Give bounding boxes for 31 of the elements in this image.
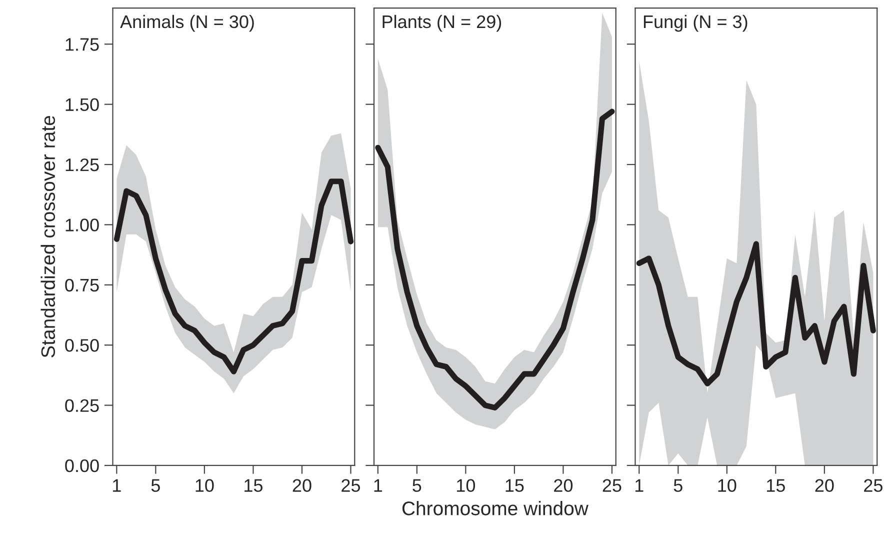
chart-title: Fungi (N = 3) (644, 14, 748, 32)
chart-title: Plants (N = 29) (382, 14, 502, 32)
y-tick-label: 1.25 (66, 158, 99, 172)
x-tick-label: 1 (635, 479, 644, 492)
y-tick-label: 1.50 (66, 98, 99, 112)
y-axis-title: Standardized crossover rate (40, 116, 56, 358)
x-axis-title: Chromosome window (402, 501, 588, 516)
y-tick-label: 1.00 (66, 218, 99, 232)
x-tick-label: 5 (151, 479, 160, 492)
x-tick-label: 5 (674, 479, 682, 492)
chart-title: Animals (N = 30) (120, 14, 254, 32)
x-tick-label: 15 (244, 479, 262, 492)
x-tick-label: 1 (113, 479, 121, 492)
x-tick-label: 25 (342, 479, 360, 492)
x-tick-label: 20 (815, 479, 834, 492)
x-tick-label: 20 (292, 479, 312, 492)
y-tick-label: 0.00 (65, 459, 99, 472)
x-tick-label: 15 (506, 479, 524, 492)
x-tick-label: 15 (767, 479, 785, 492)
y-tick-label: 0.25 (65, 399, 99, 412)
x-tick-label: 25 (602, 479, 622, 492)
x-tick-label: 25 (864, 479, 882, 492)
x-tick-label: 5 (412, 479, 422, 492)
x-tick-label: 10 (718, 479, 736, 492)
y-tick-label: 1.75 (66, 38, 99, 51)
x-tick-label: 10 (196, 479, 214, 492)
y-tick-label: 0.50 (65, 339, 99, 352)
x-tick-label: 10 (457, 479, 476, 492)
y-tick-label: 0.75 (65, 278, 99, 292)
x-tick-label: 1 (374, 479, 382, 492)
x-tick-label: 20 (554, 479, 573, 492)
